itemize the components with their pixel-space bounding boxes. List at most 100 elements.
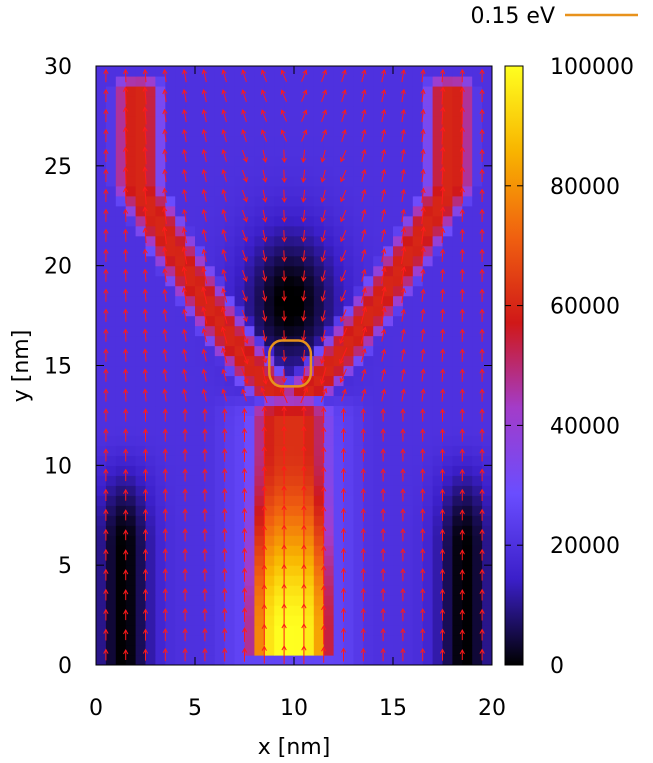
heat-cell <box>303 105 315 117</box>
heat-cell <box>274 425 285 436</box>
heat-cell <box>442 625 453 636</box>
vector-arrowhead <box>420 148 426 155</box>
heat-cell <box>284 205 295 217</box>
heat-cell <box>165 635 176 646</box>
heat-cell <box>333 75 345 87</box>
heat-cell <box>244 265 255 277</box>
heat-cell <box>363 85 374 97</box>
vector-arrowhead <box>242 276 248 283</box>
heat-cell <box>284 515 295 526</box>
heat-cell <box>234 395 246 407</box>
heat-cell <box>115 495 127 506</box>
heat-cell <box>274 66 285 77</box>
heat-cell <box>234 465 246 476</box>
vector-arrowhead <box>439 528 446 534</box>
heat-cell <box>393 395 404 407</box>
heat-cell <box>432 95 444 107</box>
heat-cell <box>115 375 127 387</box>
heat-cell <box>214 155 226 167</box>
heat-cell <box>254 255 265 267</box>
vector-arrow <box>360 307 366 325</box>
colorbar-tick-label: 100000 <box>550 55 634 80</box>
vector-arrowhead <box>281 197 287 203</box>
heat-cell <box>412 435 424 446</box>
heat-cell <box>264 215 275 227</box>
vector-arrowhead <box>281 316 287 322</box>
vector-arrowhead <box>242 216 248 223</box>
heat-cell <box>165 245 176 257</box>
heat-cell <box>135 635 147 646</box>
heat-cell <box>224 85 236 97</box>
vector-arrow <box>221 327 228 344</box>
heat-cell <box>155 235 166 247</box>
heat-cell <box>284 555 295 566</box>
heat-cell <box>442 495 453 506</box>
heat-cell <box>422 585 434 596</box>
heat-cell <box>313 95 325 107</box>
vector-arrow <box>222 109 227 123</box>
vector-arrowhead <box>201 108 207 115</box>
heat-cell <box>254 115 265 127</box>
vector-arrow <box>241 189 248 202</box>
heat-cell <box>333 455 345 466</box>
heat-cell <box>224 335 236 347</box>
heat-cell <box>402 625 414 636</box>
heat-cell <box>462 605 473 616</box>
heat-cell <box>135 585 147 596</box>
heat-cell <box>333 265 345 277</box>
heat-cell <box>353 275 364 287</box>
heat-cell <box>195 195 206 207</box>
heat-cell <box>204 235 216 247</box>
vector-arrowhead <box>279 386 285 393</box>
vector-arrowhead <box>301 157 307 164</box>
heat-cell <box>402 385 414 397</box>
heat-cell <box>185 405 196 417</box>
heat-cell <box>155 475 166 486</box>
heat-cell <box>165 295 176 307</box>
heat-cell <box>353 555 364 566</box>
heat-cell <box>383 615 394 626</box>
heat-cell <box>294 635 305 646</box>
heat-cell <box>195 425 206 436</box>
heat-cell <box>462 245 473 257</box>
heat-cell <box>393 645 404 656</box>
heat-cell <box>284 295 295 307</box>
heat-cell <box>333 245 345 257</box>
vector-arrowhead <box>142 608 149 614</box>
heat-cell <box>462 215 473 227</box>
heat-cell <box>462 95 473 107</box>
vector-arrow <box>183 109 187 123</box>
heat-cell <box>264 85 275 97</box>
heat-cell <box>105 125 117 137</box>
heat-cell <box>422 495 434 506</box>
vector-arrowhead <box>201 128 207 135</box>
heat-cell <box>393 535 404 546</box>
heat-cell <box>303 85 315 97</box>
heat-cell <box>135 625 147 636</box>
vector-arrowhead <box>222 507 228 514</box>
heat-cell <box>96 66 107 77</box>
heat-cell <box>432 275 444 287</box>
vector-arrow <box>340 149 347 162</box>
heat-cell <box>452 515 463 526</box>
heat-cell <box>224 95 236 107</box>
heat-cell <box>165 345 176 357</box>
heat-cell <box>214 275 226 287</box>
heat-cell <box>224 185 236 197</box>
vector-arrowhead <box>221 89 227 95</box>
vector-arrowhead <box>440 86 446 92</box>
vector-arrowhead <box>162 128 168 135</box>
heat-cell <box>234 225 246 237</box>
heat-cell <box>323 265 335 277</box>
heat-cell <box>432 265 444 277</box>
heat-cell <box>155 605 166 616</box>
heat-cell <box>274 435 285 446</box>
heat-cell <box>294 185 305 197</box>
heat-cell <box>96 435 107 446</box>
heat-cell <box>105 545 117 556</box>
heat-cell <box>383 455 394 466</box>
vector-arrow <box>421 109 424 123</box>
heat-cell <box>412 75 424 87</box>
heat-cell <box>274 515 285 526</box>
heat-cell <box>165 435 176 446</box>
